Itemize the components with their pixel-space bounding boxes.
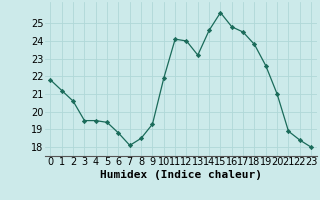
X-axis label: Humidex (Indice chaleur): Humidex (Indice chaleur) <box>100 170 262 180</box>
